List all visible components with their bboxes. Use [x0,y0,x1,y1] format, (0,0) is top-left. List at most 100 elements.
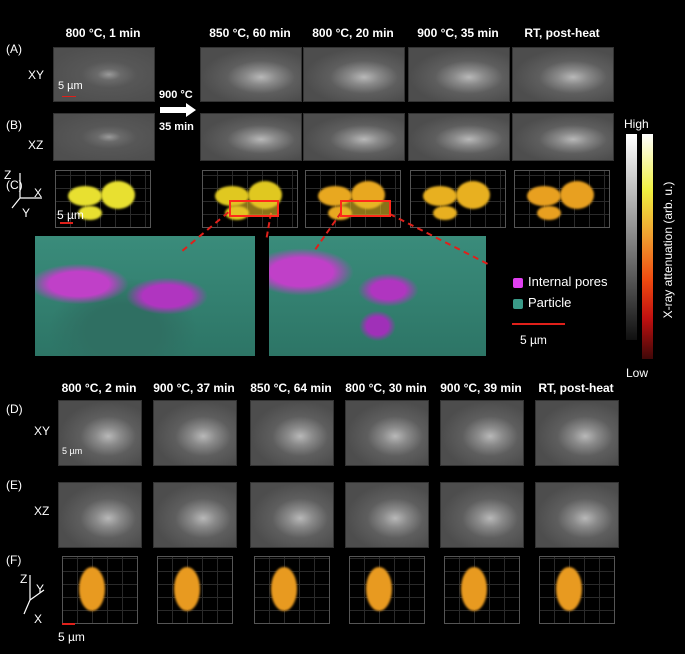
3d-render-image [157,556,233,624]
column-header: 800 °C, 1 min [65,26,141,40]
axes-triad-bottom-icon [23,575,45,615]
3d-render-image [305,170,401,228]
zoom-render-1 [35,236,255,356]
legend-particle: Particle [528,295,572,310]
scale-bar-label: 5 µm [520,333,547,347]
zoom-render-2 [269,236,486,356]
xy-slice-image [408,47,510,102]
column-header: 850 °C, 60 min [209,26,291,40]
legend-pores: Internal pores [528,274,608,289]
axis-x: X [34,612,43,626]
particle-blob [68,186,102,206]
column-header: 900 °C, 37 min [153,381,235,395]
xy-slice-image [153,400,237,466]
column-header: RT, post-heat [524,26,600,40]
particle-blob [527,186,561,206]
panel-label-e: (E) [6,478,22,492]
slice-label-xz: XZ [28,138,44,152]
axis-x: X [34,186,43,200]
column-header: 900 °C, 39 min [440,381,522,395]
particle-blob [366,567,392,611]
panel-label-d: (D) [6,402,23,416]
xy-slice-image [440,400,524,466]
colorbar-high: High [624,117,649,131]
arrow-temp-label: 900 °C [159,89,193,101]
xz-slice-image [512,113,614,161]
panel-label-c: (C) [6,178,23,192]
column-header: 800 °C, 20 min [312,26,394,40]
slice-label-xz-bottom: XZ [34,504,50,518]
particle-blob [461,567,487,611]
particle-blob [271,567,297,611]
xz-slice-image [440,482,524,548]
xz-slice-image [535,482,619,548]
arrow-right-icon [160,103,196,117]
slice-label-xy: XY [28,68,45,82]
scale-bar-f-label: 5 µm [58,630,85,644]
xy-slice-image [250,400,334,466]
scale-bar-c-label: 5 µm [57,208,84,222]
colorbar-color [642,134,653,359]
axis-y: Y [36,582,45,596]
axis-y: Y [22,206,31,220]
xy-slice-image [200,47,302,102]
particle-blob [433,206,457,220]
xz-slice-image [53,113,155,161]
column-header: 800 °C, 30 min [345,381,427,395]
xz-slice-image [303,113,405,161]
particle-blob [174,567,200,611]
scale-bar-line [512,323,565,325]
xy-slice-image [535,400,619,466]
colorbar-low: Low [626,366,649,380]
xy-slice-image [58,400,142,466]
xz-slice-image [58,482,142,548]
xz-slice-image [345,482,429,548]
particle-blob [423,186,457,206]
xz-slice-image [250,482,334,548]
particle-blob [79,567,105,611]
slice-label-xy-bottom: XY [34,424,51,438]
3d-render-image [444,556,520,624]
column-header: 900 °C, 35 min [417,26,499,40]
scale-bar-d-label: 5 µm [62,446,83,456]
xy-slice-image [303,47,405,102]
scale-bar-a-label: 5 µm [58,80,83,92]
zoom-region-box-1 [229,200,279,217]
axes-triad-top-icon [11,173,42,209]
panel-label-b: (B) [6,118,22,132]
3d-render-image [254,556,330,624]
scale-bar-f [62,623,75,625]
3d-render-image [202,170,298,228]
particle-blob [556,567,582,611]
3d-render-image [62,556,138,624]
particle-swatch-icon [513,299,523,309]
column-header: RT, post-heat [538,381,614,395]
xy-slice-image [345,400,429,466]
axis-z: Z [4,168,12,182]
column-header: 850 °C, 64 min [250,381,332,395]
3d-render-image [410,170,506,228]
axis-z: Z [20,572,28,586]
pores-swatch-icon [513,278,523,288]
3d-render-image [349,556,425,624]
scale-bar-a [62,96,76,97]
xy-slice-image [53,47,155,102]
column-header: 800 °C, 2 min [61,381,137,395]
xz-slice-image [408,113,510,161]
panel-label-f: (F) [6,553,22,567]
zoom-region-box-2 [340,200,391,217]
particle-blob [78,206,102,220]
colorbar-grey [626,134,637,340]
particle-blob [456,181,490,209]
particle-blob [537,206,561,220]
particle-blob [101,181,135,209]
xz-slice-image [153,482,237,548]
panel-label-a: (A) [6,42,22,56]
arrow-time-label: 35 min [159,121,194,133]
scale-bar-c [60,222,73,224]
colorbar-label: X-ray attenuation (arb. u.) [661,181,675,319]
particle-blob [560,181,594,209]
3d-render-image [514,170,610,228]
xz-slice-image [200,113,302,161]
